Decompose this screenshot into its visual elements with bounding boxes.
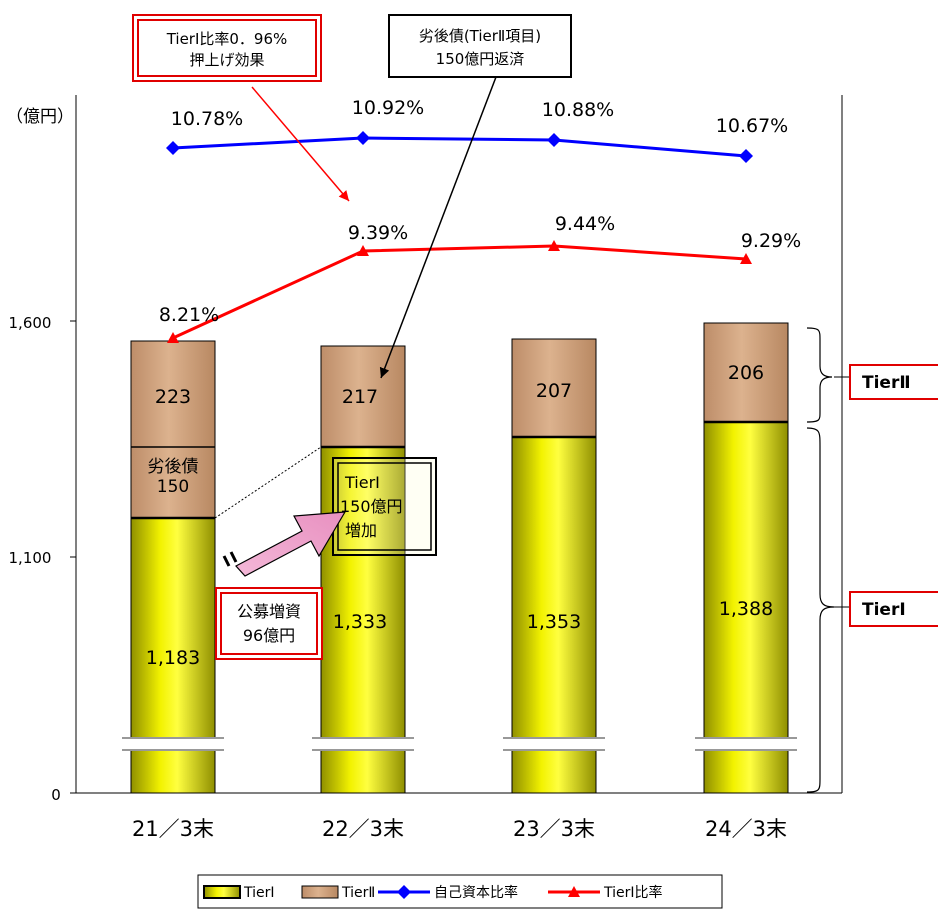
bar-label-tier1: 1,388 <box>719 598 773 620</box>
capital-ratio-label: 10.88% <box>542 99 614 121</box>
bar-tier1-22 <box>320 446 406 794</box>
annotation-public-offering: 公募増資 96億円 <box>215 587 323 660</box>
tier1-ratio-markers <box>167 240 752 343</box>
annotation-sub-debt-line2: 150億円返済 <box>436 50 525 68</box>
annotation-ratio-effect-line2: 押上げ効果 <box>189 51 264 69</box>
red-arrow <box>251 86 350 202</box>
capital-ratio-label: 10.92% <box>352 97 424 119</box>
annotation-tier1-line1: TierⅠ <box>344 473 380 492</box>
annotation-tier1-line2: 150億円 <box>340 497 403 516</box>
brace-label-tier1-text: TierⅠ <box>862 600 906 620</box>
pink-arrow <box>222 511 347 577</box>
tier1-ratio-label: 8.21% <box>159 304 219 326</box>
category-label: 23／3末 <box>513 817 595 841</box>
legend-marker-diamond <box>397 885 411 899</box>
y-tick-label: 0 <box>51 786 61 804</box>
marker-triangle <box>167 332 179 343</box>
annotation-ratio-effect-line1: TierⅠ比率0．96% <box>166 30 288 48</box>
marker-diamond <box>166 141 180 155</box>
bar-tier2-22 <box>320 345 406 448</box>
bar-tier1-23 <box>511 436 597 794</box>
bar-label-tier1: 1,333 <box>333 611 387 633</box>
legend-swatch-tier2 <box>301 885 339 899</box>
marker-diamond <box>547 133 561 147</box>
bar-tier2-24 <box>703 322 789 423</box>
bar-series-tier2 <box>130 322 789 519</box>
category-label: 22／3末 <box>322 817 404 841</box>
dotted-connector <box>214 446 322 519</box>
y-tick-label: 1,600 <box>9 314 52 332</box>
legend-label-tier1: TierⅠ <box>243 885 275 901</box>
line-capital-ratio <box>172 136 747 158</box>
marker-diamond <box>739 149 753 163</box>
legend-label-capital-ratio: 自己資本比率 <box>434 884 518 901</box>
capital-ratio-label: 10.67% <box>716 115 788 137</box>
y-tick-label: 1,100 <box>9 549 52 567</box>
axis-break-marks <box>122 737 797 751</box>
brace-label-tier2-text: TierⅡ <box>862 373 911 393</box>
annotation-sub-debt-repaid: 劣後債(TierⅡ項目) 150億円返済 <box>388 14 572 78</box>
bar-label-tier2: 206 <box>728 362 764 384</box>
annotation-sub-debt-line1: 劣後債(TierⅡ項目) <box>419 27 541 45</box>
marker-diamond <box>356 131 370 145</box>
marker-triangle <box>740 253 752 264</box>
legend-label-tier1-ratio: TierⅠ比率 <box>603 884 663 901</box>
bar-tier2-23 <box>511 338 597 438</box>
category-label: 24／3末 <box>705 817 787 841</box>
legend-swatch-tier1 <box>203 885 241 899</box>
annotation-tier1-line3: 増加 <box>345 521 377 540</box>
bar-label-tier1: 1,183 <box>146 647 200 669</box>
brace-label-tier2: TierⅡ <box>849 364 938 400</box>
brace-tier2 <box>806 327 833 423</box>
capital-ratio-markers <box>166 131 753 163</box>
brace-label-tier1: TierⅠ <box>849 591 938 627</box>
legend-marker-triangle <box>568 886 580 897</box>
annotation-tier1-increase: TierⅠ 150億円 増加 <box>332 457 437 556</box>
black-arrow <box>379 76 497 379</box>
unit-label: （億円） <box>6 107 74 127</box>
annotation-public-offering-line2: 96億円 <box>243 626 295 645</box>
subordinated-debt-value: 150 <box>157 477 189 497</box>
tier1-ratio-label: 9.29% <box>741 230 801 252</box>
legend: TierⅠ TierⅡ 自己資本比率 TierⅠ比率 <box>197 874 723 909</box>
annotation-public-offering-line1: 公募増資 <box>237 602 301 621</box>
line-tier1-ratio <box>172 244 747 340</box>
brace-tier1 <box>806 427 835 793</box>
category-label: 21／3末 <box>132 817 214 841</box>
subordinated-debt-label: 劣後債 <box>148 457 199 477</box>
bar-label-tier1: 1,353 <box>527 611 581 633</box>
bar-label-tier2: 223 <box>155 386 191 408</box>
marker-triangle <box>548 240 560 251</box>
tier1-ratio-label: 9.39% <box>348 222 408 244</box>
bar-label-tier2: 217 <box>342 386 378 408</box>
bar-tier2-21 <box>130 340 216 519</box>
marker-triangle <box>357 245 369 256</box>
tier1-ratio-label: 9.44% <box>555 213 615 235</box>
annotation-ratio-effect: TierⅠ比率0．96% 押上げ効果 <box>132 14 322 82</box>
capital-ratio-label: 10.78% <box>171 108 243 130</box>
bar-label-tier2: 207 <box>536 380 572 402</box>
legend-label-tier2: TierⅡ <box>341 885 375 901</box>
